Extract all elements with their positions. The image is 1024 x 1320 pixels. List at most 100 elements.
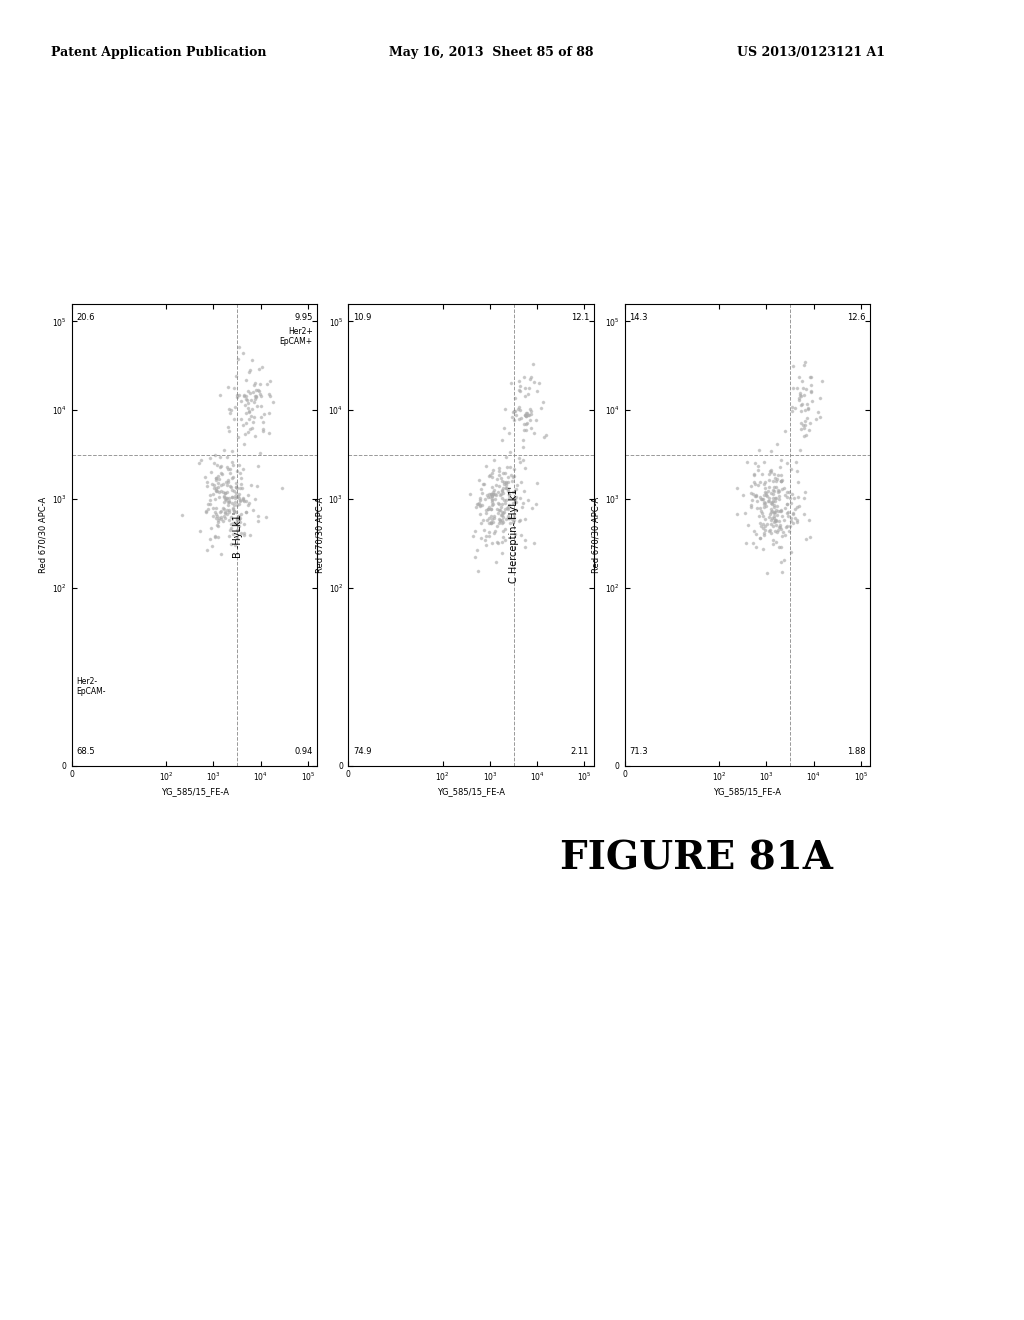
Point — [796, 503, 812, 524]
Point — [756, 494, 772, 515]
Point — [247, 372, 263, 393]
Point — [473, 512, 489, 533]
Point — [236, 523, 252, 544]
Point — [797, 414, 813, 436]
Point — [210, 515, 226, 536]
Point — [220, 420, 237, 441]
Point — [526, 371, 543, 392]
Point — [236, 433, 252, 454]
Point — [208, 503, 224, 524]
Point — [227, 366, 244, 387]
Point — [746, 473, 763, 494]
Point — [772, 470, 788, 491]
Point — [231, 491, 248, 512]
Point — [505, 466, 521, 487]
Point — [756, 451, 772, 473]
Point — [500, 479, 516, 500]
Point — [210, 477, 226, 498]
Point — [508, 404, 524, 425]
Point — [746, 486, 763, 507]
Point — [231, 384, 248, 405]
Point — [255, 418, 271, 440]
Point — [238, 502, 254, 523]
Point — [756, 524, 772, 545]
Point — [803, 366, 819, 387]
Point — [515, 492, 531, 513]
Point — [519, 383, 536, 404]
Point — [778, 494, 795, 515]
Point — [769, 469, 785, 490]
Point — [537, 426, 553, 447]
Point — [797, 400, 813, 421]
Point — [202, 528, 218, 549]
Point — [205, 483, 221, 504]
Point — [222, 517, 239, 539]
Point — [778, 515, 795, 536]
Text: 14.3: 14.3 — [630, 313, 648, 322]
Point — [222, 519, 239, 540]
Point — [498, 478, 514, 499]
Point — [782, 487, 799, 508]
Point — [236, 490, 252, 511]
Point — [212, 457, 228, 478]
Point — [495, 507, 511, 528]
Point — [237, 424, 253, 445]
Point — [497, 519, 513, 540]
Point — [226, 535, 243, 556]
Point — [518, 405, 535, 426]
Point — [220, 487, 237, 508]
Point — [231, 462, 248, 483]
Point — [788, 512, 805, 533]
Point — [191, 520, 208, 541]
Point — [190, 453, 207, 474]
Point — [513, 471, 529, 492]
Point — [510, 399, 526, 420]
Point — [763, 441, 779, 462]
Point — [486, 483, 503, 504]
Point — [215, 480, 231, 502]
Point — [492, 510, 508, 531]
Point — [238, 502, 254, 523]
Point — [254, 356, 270, 378]
Point — [265, 391, 282, 412]
Point — [216, 486, 232, 507]
Text: 0.94: 0.94 — [294, 747, 312, 756]
Point — [757, 492, 773, 513]
Point — [765, 470, 781, 491]
Point — [784, 378, 801, 399]
Point — [228, 477, 245, 498]
Point — [798, 378, 814, 399]
Point — [478, 499, 495, 520]
Point — [782, 507, 799, 528]
Point — [253, 385, 269, 407]
Point — [761, 463, 777, 484]
Point — [208, 478, 224, 499]
Point — [210, 510, 226, 531]
Point — [791, 388, 807, 409]
Point — [767, 477, 783, 498]
Text: Her2+
EpCAM+: Her2+ EpCAM+ — [280, 327, 312, 346]
Point — [745, 471, 762, 492]
Point — [490, 503, 507, 524]
Point — [208, 480, 224, 502]
Point — [752, 506, 768, 527]
Point — [225, 512, 242, 533]
Point — [253, 395, 269, 416]
Point — [792, 440, 808, 461]
Point — [481, 466, 498, 487]
Point — [501, 487, 517, 508]
Point — [209, 506, 225, 527]
Point — [744, 490, 761, 511]
Point — [763, 510, 779, 531]
Point — [755, 463, 771, 484]
Point — [226, 512, 243, 533]
Point — [524, 498, 541, 519]
Point — [769, 433, 785, 454]
Point — [517, 413, 534, 434]
Point — [482, 486, 499, 507]
Point — [496, 417, 512, 438]
Point — [494, 502, 510, 523]
Text: 68.5: 68.5 — [77, 747, 95, 756]
Point — [729, 477, 745, 498]
Point — [217, 503, 233, 524]
